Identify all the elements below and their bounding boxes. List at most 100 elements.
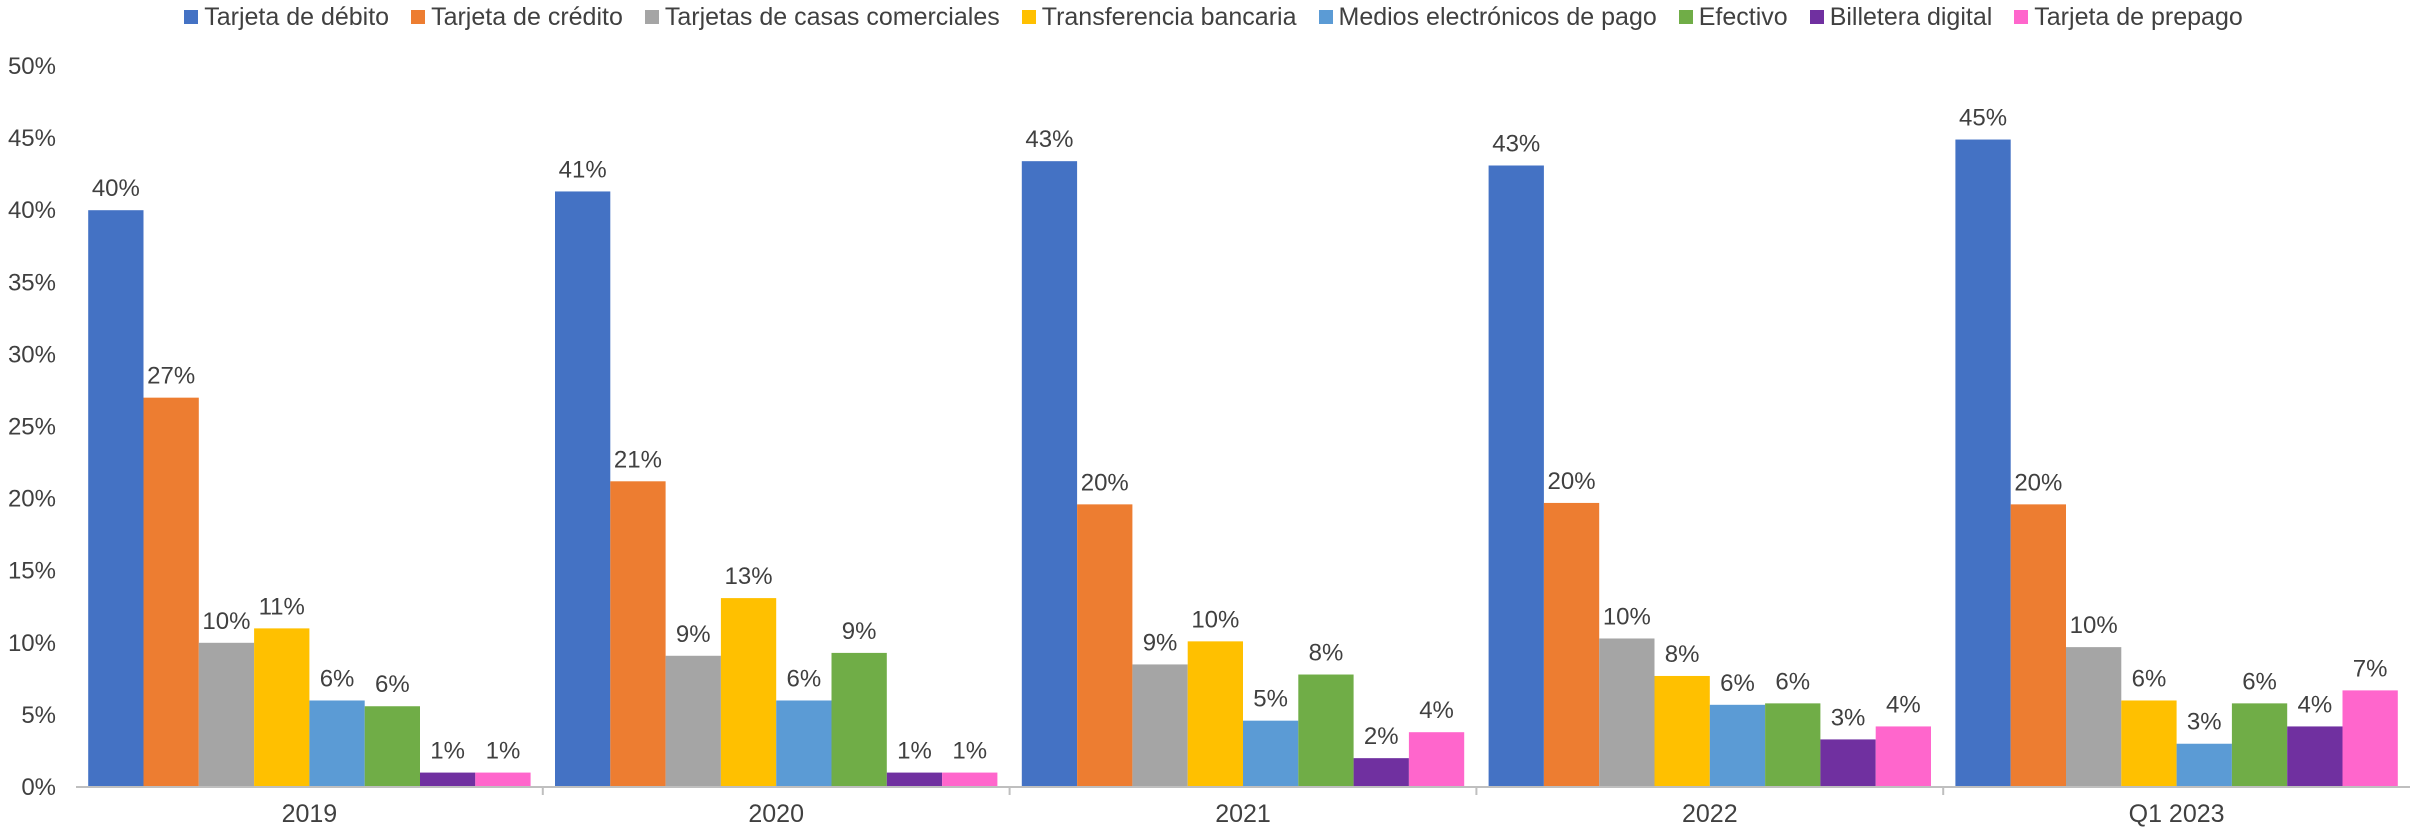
bar (475, 772, 531, 787)
bar-data-label: 9% (676, 621, 711, 648)
bar (88, 210, 144, 787)
bar (2342, 690, 2398, 787)
bar-data-label: 1% (897, 738, 932, 765)
bar (2287, 726, 2343, 787)
y-tick-label: 35% (8, 269, 56, 296)
bar-data-label: 9% (842, 618, 877, 645)
bar (1353, 758, 1409, 787)
legend-item: Tarjeta de prepago (2014, 2, 2243, 32)
bar (942, 772, 998, 787)
legend-label: Tarjetas de casas comerciales (664, 2, 1000, 31)
bar-data-label: 41% (559, 156, 607, 183)
bar-data-label: 10% (202, 608, 250, 635)
y-tick-label: 45% (8, 125, 56, 152)
bar (1654, 675, 1710, 787)
bar-data-label: 10% (2070, 612, 2118, 639)
legend-label: Transferencia bancaria (1041, 2, 1297, 31)
bar (1543, 502, 1600, 787)
legend-item: Tarjetas de casas comerciales (644, 2, 1000, 32)
x-tick-label: Q1 2023 (2129, 800, 2225, 828)
bar (254, 628, 310, 787)
bar-data-label: 6% (2132, 665, 2167, 692)
data-labels: 40% 27% 10% 11% 6% 6% 1% 1% 41% 21% 9% 13% 6% 9% 1% 1% 4… (92, 105, 2388, 765)
bar-data-label: 40% (92, 175, 140, 202)
y-tick-label: 15% (8, 558, 56, 585)
x-axis: 2019 2020 2021 2022 Q1 2023 (76, 786, 2410, 828)
bar (1820, 739, 1876, 787)
bar (1187, 641, 1243, 787)
bar-data-label: 21% (614, 446, 662, 473)
bar-series-group (88, 139, 2398, 788)
legend-swatch (1021, 10, 1036, 24)
bar-data-label: 1% (486, 738, 521, 765)
bar-data-label: 6% (787, 665, 822, 692)
bar-data-label: 11% (259, 593, 305, 620)
bar-data-label: 20% (2014, 469, 2062, 496)
bar (1488, 165, 1544, 788)
bar (143, 397, 199, 787)
bar-data-label: 8% (1309, 640, 1344, 667)
legend-label: Tarjeta de débito (204, 2, 390, 31)
bar (420, 772, 476, 787)
bar (665, 655, 721, 787)
y-tick-label: 0% (21, 774, 56, 801)
y-tick-label: 50% (8, 53, 56, 80)
bar-data-label: 3% (1831, 704, 1866, 731)
bar (1298, 674, 1354, 787)
bar (1599, 638, 1655, 787)
bar (1955, 139, 2011, 788)
bar (2066, 647, 2122, 787)
bar-data-label: 1% (952, 738, 987, 765)
legend-label: Medios electrónicos de pago (1338, 2, 1657, 31)
bar-data-label: 3% (2187, 709, 2222, 736)
bar-data-label: 4% (1419, 697, 1454, 724)
bar-data-label: 4% (1886, 691, 1921, 718)
legend-item: Transferencia bancaria (1021, 2, 1297, 32)
x-tick-label: 2020 (748, 800, 804, 828)
y-tick-label: 20% (8, 486, 56, 513)
bar (1132, 664, 1188, 787)
bar (720, 598, 777, 787)
bar-data-label: 2% (1364, 723, 1399, 750)
bar-data-label: 20% (1548, 468, 1596, 495)
legend-item: Billetera digital (1809, 3, 1992, 32)
bar-data-label: 4% (2298, 691, 2333, 718)
bar (1408, 732, 1465, 787)
y-tick-label: 40% (8, 197, 56, 224)
bar (309, 700, 365, 787)
bar (2010, 504, 2066, 787)
bar (1077, 504, 1133, 787)
y-tick-label: 5% (21, 702, 56, 729)
bar-data-label: 20% (1081, 469, 1129, 496)
legend-item: Tarjeta de crédito (411, 3, 623, 32)
bar (2176, 743, 2232, 787)
legend-swatch (2014, 10, 2029, 24)
x-tick-label: 2019 (282, 800, 338, 828)
bar (2121, 700, 2177, 787)
x-tick-label: 2022 (1682, 800, 1738, 828)
x-tick-label: 2021 (1215, 800, 1271, 828)
bar-data-label: 45% (1959, 105, 2007, 132)
bar-data-label: 7% (2353, 655, 2388, 682)
legend-swatch (644, 10, 659, 24)
bar-data-label: 6% (1775, 668, 1810, 695)
legend-label: Tarjeta de prepago (2034, 2, 2243, 31)
bar (1021, 161, 1078, 787)
bar-data-label: 6% (375, 671, 410, 698)
bar (610, 481, 666, 787)
legend-label: Efectivo (1698, 2, 1788, 31)
bar-data-label: 5% (1253, 686, 1288, 713)
legend-swatch (1809, 10, 1824, 24)
legend-item: Medios electrónicos de pago (1318, 2, 1657, 32)
bar-data-label: 27% (147, 363, 195, 390)
bar-data-label: 10% (1603, 603, 1651, 630)
y-tick-label: 10% (8, 630, 56, 657)
bar (1243, 720, 1299, 787)
legend-swatch (184, 10, 199, 24)
bar (2231, 703, 2288, 787)
bar-data-label: 6% (2242, 668, 2277, 695)
chart-legend: Tarjeta de débito Tarjeta de crédito Tarje… (0, 0, 2427, 34)
bar (364, 706, 420, 787)
bar-data-label: 43% (1025, 126, 1073, 153)
